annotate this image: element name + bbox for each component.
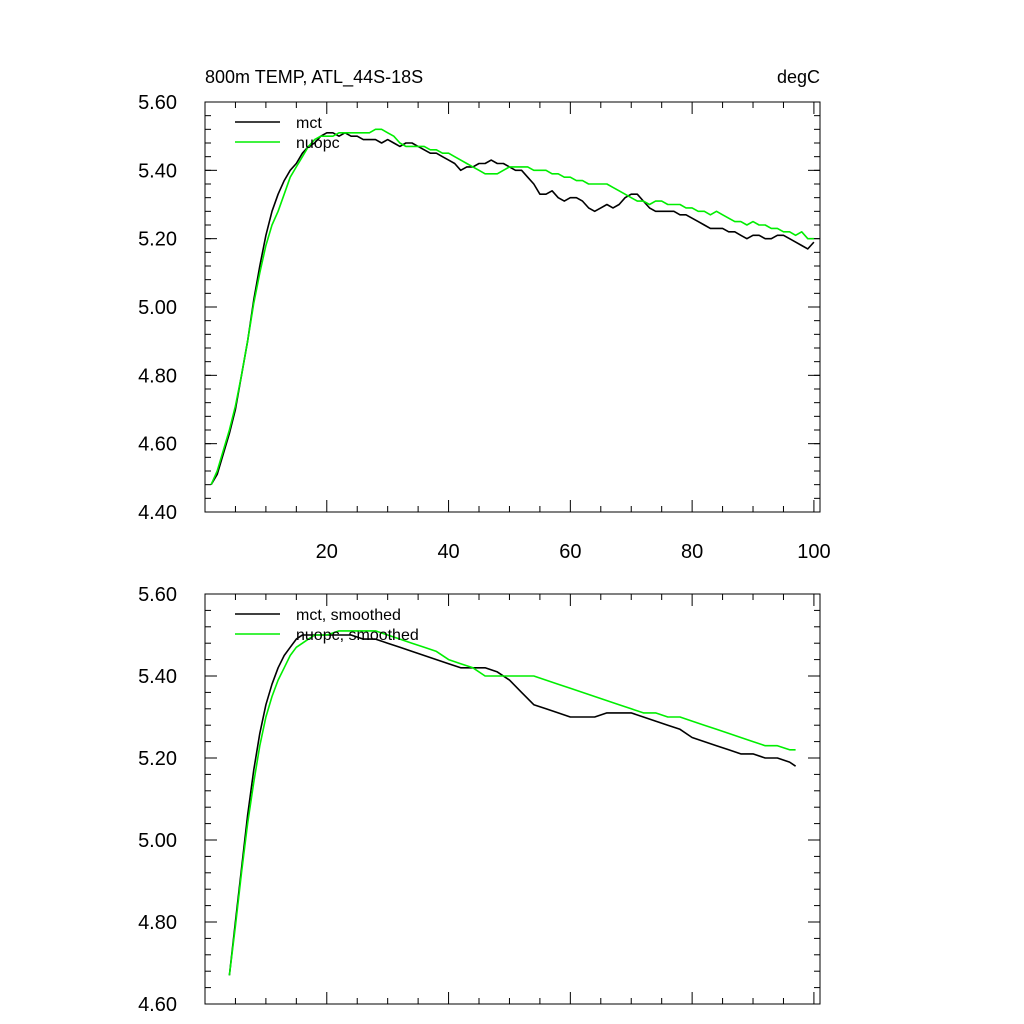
y-ticks-bottom: [205, 593, 820, 1005]
y-tick-label: 5.40: [138, 666, 177, 688]
units-label: degC: [777, 67, 820, 87]
legend-bottom: mct, smoothed nuopc, smoothed: [235, 607, 419, 644]
legend-top: mct nuopc: [235, 115, 340, 152]
series-line-mct: [210, 132, 815, 486]
legend-label-nuopc: nuopc: [296, 135, 340, 152]
x-tick-label: 20: [316, 541, 338, 563]
x-tick-label: 80: [681, 541, 703, 563]
y-tick-label: 5.60: [138, 584, 177, 606]
chart-title: 800m TEMP, ATL_44S-18S: [205, 67, 423, 88]
y-tick-label: 4.80: [138, 365, 177, 387]
y-tick-label: 5.00: [138, 297, 177, 319]
legend-label-mct-smoothed: mct, smoothed: [296, 607, 401, 624]
x-tick-label: 40: [437, 541, 459, 563]
y-tick-label: 4.80: [138, 912, 177, 934]
panel-top: 4.40 4.60 4.80 5.00 5.20 5.40 5.60 20 40 60 80 100…: [138, 67, 831, 563]
series-line-mct-smoothed: [228, 634, 797, 976]
series-lines-bottom: [228, 630, 797, 976]
y-tick-label: 5.00: [138, 830, 177, 852]
x-ticks-top: [234, 102, 815, 512]
y-tick-label: 5.40: [138, 160, 177, 182]
series-line-nuopc: [210, 128, 814, 486]
legend-label-nuopc-smoothed: nuopc, smoothed: [296, 627, 419, 644]
x-tick-label: 100: [797, 541, 830, 563]
legend-label-mct: mct: [296, 115, 322, 132]
y-tick-labels-bottom: 4.60 4.80 5.00 5.20 5.40 5.60: [138, 584, 177, 1016]
y-tick-label: 5.20: [138, 229, 177, 251]
series-line-nuopc-smoothed: [228, 630, 796, 976]
y-tick-label: 5.20: [138, 748, 177, 770]
x-ticks-bottom: [234, 594, 815, 1004]
y-tick-label: 4.60: [138, 434, 177, 456]
plot-frame-top: [204, 101, 821, 513]
y-tick-label: 4.60: [138, 994, 177, 1016]
x-tick-labels-top: 20 40 60 80 100: [316, 541, 831, 563]
y-ticks-top: [205, 101, 820, 513]
y-tick-label: 5.60: [138, 92, 177, 114]
x-tick-label: 60: [559, 541, 581, 563]
y-tick-labels-top: 4.40 4.60 4.80 5.00 5.20 5.40 5.60: [138, 92, 177, 524]
series-lines-top: [210, 128, 815, 486]
y-tick-label: 4.40: [138, 502, 177, 524]
panel-bottom: 4.60 4.80 5.00 5.20 5.40 5.60 mct, smoothed n…: [138, 584, 821, 1016]
plot-frame-bottom: [204, 593, 821, 1005]
